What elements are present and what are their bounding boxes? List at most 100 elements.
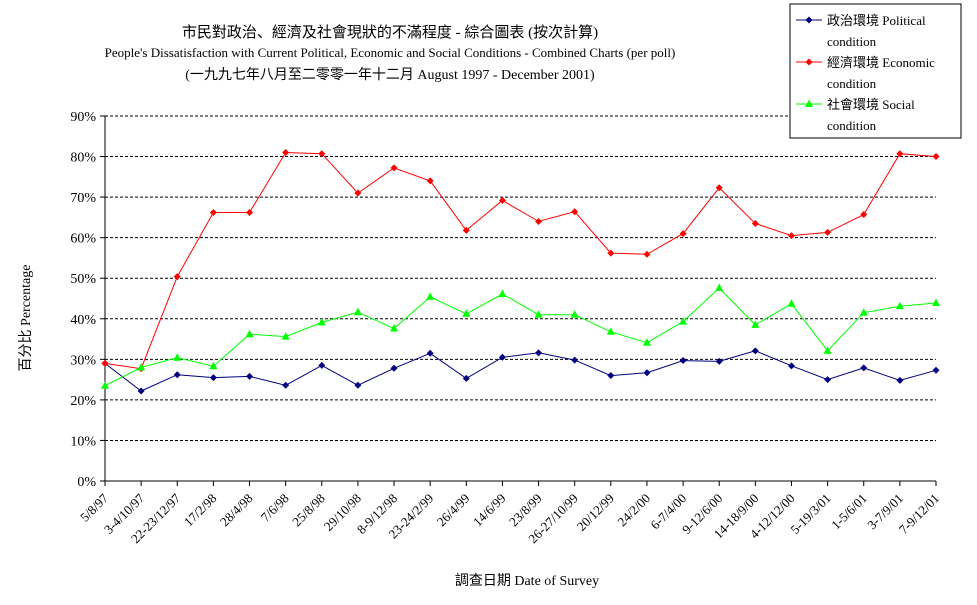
data-point bbox=[462, 374, 470, 382]
data-point bbox=[715, 357, 723, 365]
data-point bbox=[824, 376, 832, 384]
legend-entry-3: 社會環境 Social condition bbox=[796, 97, 915, 133]
legend-entry-2: 經濟環境 Economic condition bbox=[796, 55, 935, 91]
data-point bbox=[173, 371, 181, 379]
x-tick-label: 7-9/12/01 bbox=[896, 491, 942, 537]
data-point bbox=[317, 317, 326, 326]
data-point bbox=[715, 184, 723, 192]
data-point bbox=[209, 361, 218, 370]
chart-subtitle: People's Dissatisfaction with Current Po… bbox=[105, 45, 676, 60]
data-point bbox=[571, 356, 579, 364]
x-tick-label: 7/6/98 bbox=[258, 491, 292, 525]
data-point bbox=[715, 283, 724, 291]
y-tick-label: 50% bbox=[70, 272, 96, 287]
data-point bbox=[318, 361, 326, 369]
data-point bbox=[860, 211, 868, 219]
data-point bbox=[462, 226, 470, 234]
y-tick-label: 20% bbox=[70, 394, 96, 409]
data-point bbox=[426, 177, 434, 185]
chart-date-range: (一九九七年八月至二零零一年十二月 August 1997 - December… bbox=[185, 67, 595, 83]
series-line bbox=[104, 151, 937, 370]
x-tick-label: 24/2/00 bbox=[614, 491, 653, 530]
y-tick-label: 70% bbox=[70, 191, 96, 206]
data-point bbox=[896, 150, 904, 158]
data-point bbox=[860, 364, 868, 372]
y-tick-label: 40% bbox=[70, 313, 96, 328]
series-layer bbox=[101, 149, 940, 395]
data-point bbox=[209, 209, 217, 217]
data-point bbox=[787, 362, 795, 370]
data-point bbox=[101, 381, 109, 389]
data-point bbox=[932, 298, 940, 306]
series-line bbox=[104, 350, 937, 392]
data-point bbox=[498, 196, 506, 204]
data-point bbox=[390, 364, 398, 372]
legend-label: 社會環境 Social bbox=[827, 97, 915, 112]
data-point bbox=[679, 357, 687, 365]
y-tick-label: 90% bbox=[70, 110, 96, 125]
data-point bbox=[462, 309, 471, 317]
data-point bbox=[246, 372, 254, 380]
data-point bbox=[859, 308, 868, 316]
y-tick-label: 10% bbox=[70, 434, 96, 449]
data-point bbox=[571, 208, 579, 216]
legend-label: 政治環境 Political bbox=[827, 13, 926, 28]
data-point bbox=[751, 347, 759, 355]
y-tick-label: 0% bbox=[77, 475, 96, 490]
legend-label-line2: condition bbox=[827, 76, 877, 91]
legend: 政治環境 Political condition 經濟環境 Economic cond… bbox=[789, 3, 962, 139]
x-tick-label: 1-5/6/01 bbox=[828, 491, 870, 533]
data-point bbox=[824, 228, 832, 236]
data-point bbox=[642, 338, 651, 346]
data-point bbox=[751, 320, 760, 328]
data-point bbox=[390, 324, 399, 332]
axes bbox=[100, 115, 937, 486]
x-tick-labels: 5/8/973-4/10/9722-23/12/9717/2/9828/4/98… bbox=[77, 490, 942, 546]
legend-label-line2: condition bbox=[827, 118, 877, 133]
data-point bbox=[354, 189, 362, 197]
y-tick-labels: 0% 10% 20% 30% 40% 50% 60% 70% 80% 90% bbox=[70, 110, 96, 490]
legend-marker bbox=[805, 58, 813, 66]
data-point bbox=[282, 381, 290, 389]
legend-marker bbox=[805, 16, 813, 24]
data-point bbox=[354, 381, 362, 389]
data-point bbox=[209, 374, 217, 382]
legend-entry-1: 政治環境 Political condition bbox=[796, 13, 926, 49]
data-point bbox=[498, 289, 507, 298]
data-point bbox=[932, 153, 940, 161]
data-point bbox=[353, 307, 362, 316]
data-point bbox=[137, 362, 146, 371]
legend-label-line2: condition bbox=[827, 34, 877, 49]
x-axis-label: 調查日期 Date of Survey bbox=[455, 573, 599, 589]
data-point bbox=[390, 164, 398, 172]
data-point bbox=[643, 369, 651, 377]
data-point bbox=[932, 366, 940, 374]
data-point bbox=[787, 232, 795, 240]
legend-label: 經濟環境 Economic bbox=[827, 55, 935, 70]
data-point bbox=[426, 349, 434, 357]
series-3 bbox=[101, 283, 940, 389]
data-point bbox=[245, 329, 254, 338]
data-point bbox=[137, 387, 145, 395]
data-point bbox=[173, 273, 181, 281]
data-point bbox=[787, 299, 796, 307]
series-2 bbox=[101, 149, 940, 373]
data-point bbox=[607, 372, 615, 380]
data-point bbox=[246, 209, 254, 217]
data-point bbox=[679, 317, 688, 325]
data-point bbox=[535, 217, 543, 225]
y-tick-label: 60% bbox=[70, 232, 96, 247]
y-tick-label: 30% bbox=[70, 353, 96, 368]
data-point bbox=[895, 301, 904, 310]
data-point bbox=[282, 149, 290, 156]
legend-box bbox=[789, 3, 962, 139]
data-point bbox=[534, 310, 543, 318]
data-point bbox=[281, 332, 290, 340]
series-line bbox=[104, 287, 937, 387]
x-tick-label: 14/6/99 bbox=[470, 491, 509, 530]
y-axis-label: 百分比 Percentage bbox=[18, 265, 34, 372]
data-point bbox=[823, 346, 832, 354]
x-tick-label: 26/4/99 bbox=[434, 491, 473, 530]
